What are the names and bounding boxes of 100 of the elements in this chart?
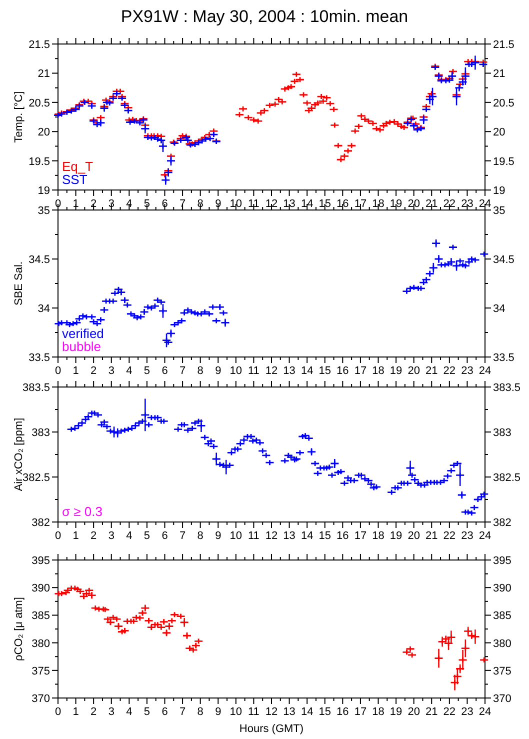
x-tick-label: 18 <box>372 365 384 377</box>
x-tick-label: 3 <box>108 198 114 210</box>
x-tick-label: 15 <box>318 530 331 542</box>
x-tick-label: 23 <box>461 706 474 718</box>
x-tick-label: 15 <box>318 365 331 377</box>
y-tick-label: 370 <box>32 693 50 705</box>
x-tick-label: 18 <box>372 706 384 718</box>
x-tick-label: 20 <box>408 198 420 210</box>
y-tick-label: 383 <box>32 427 50 439</box>
y2-tick-label: 382 <box>493 517 512 529</box>
y-tick-label: 395 <box>32 555 50 567</box>
y2-tick-label: 21 <box>493 68 506 80</box>
x-tick-label: 23 <box>461 365 474 377</box>
x-tick-label: 20 <box>408 530 420 542</box>
x-tick-label: 24 <box>478 198 492 210</box>
y-tick-label: 375 <box>32 665 50 678</box>
x-tick-label: 11 <box>248 198 260 210</box>
x-tick-label: 4 <box>126 198 132 210</box>
x-tick-label: 14 <box>300 198 314 210</box>
x-tick-label: 7 <box>179 530 186 542</box>
x-tick-label: 2 <box>90 365 97 377</box>
y-tick-label: 382.5 <box>22 472 50 484</box>
x-tick-label: 1 <box>72 706 79 718</box>
x-tick-label: 15 <box>318 198 331 210</box>
x-tick-label: 20 <box>408 706 420 718</box>
x-tick-label: 24 <box>478 365 492 377</box>
x-tick-label: 11 <box>248 365 260 377</box>
series-label: verified <box>62 326 104 341</box>
y-axis-title: SBE Sal. <box>13 261 25 306</box>
x-tick-label: 4 <box>126 365 132 377</box>
x-tick-label: 22 <box>443 365 456 377</box>
annotation: σ ≥ 0.3 <box>62 504 102 519</box>
y-tick-label: 19 <box>38 185 50 197</box>
x-tick-label: 10 <box>230 530 242 542</box>
x-tick-label: 13 <box>283 365 296 377</box>
x-tick-label: 17 <box>354 530 367 542</box>
x-tick-label: 3 <box>108 706 114 718</box>
x-tick-label: 13 <box>283 706 296 718</box>
x-tick-label: 6 <box>162 198 168 210</box>
x-tick-label: 20 <box>408 365 420 377</box>
x-tick-label: 21 <box>426 365 438 377</box>
y2-tick-label: 395 <box>493 555 512 567</box>
y2-tick-label: 383 <box>493 427 512 439</box>
y2-tick-label: 385 <box>493 610 512 622</box>
x-tick-label: 5 <box>144 706 150 718</box>
y2-tick-label: 34 <box>493 303 506 315</box>
x-tick-label: 18 <box>372 198 384 210</box>
x-tick-label: 11 <box>248 530 260 542</box>
x-tick-label: 5 <box>144 198 150 210</box>
y2-tick-label: 19.5 <box>493 156 514 168</box>
x-tick-label: 2 <box>90 706 97 718</box>
x-tick-label: 24 <box>478 530 492 542</box>
y-tick-label: 21 <box>38 68 50 80</box>
x-tick-label: 13 <box>283 530 296 542</box>
chart-title: PX91W : May 30, 2004 : 10min. mean <box>120 7 408 26</box>
x-tick-label: 8 <box>197 706 204 718</box>
y2-tick-label: 20.5 <box>493 97 514 110</box>
x-tick-label: 7 <box>179 365 186 377</box>
x-tick-label: 9 <box>215 365 222 377</box>
x-tick-label: 13 <box>283 198 296 210</box>
y-tick-label: 385 <box>32 610 50 622</box>
x-tick-label: 14 <box>300 365 314 377</box>
x-tick-label: 0 <box>54 530 62 542</box>
y-tick-label: 34.5 <box>28 254 50 266</box>
x-tick-label: 9 <box>215 530 222 542</box>
x-tick-label: 7 <box>179 706 186 718</box>
y2-tick-label: 35 <box>493 205 506 217</box>
y-tick-label: 382 <box>32 517 50 529</box>
x-tick-label: 9 <box>215 706 222 718</box>
x-tick-label: 23 <box>461 530 474 542</box>
y2-tick-label: 34.5 <box>493 254 514 266</box>
x-tick-label: 14 <box>300 706 314 718</box>
y-tick-label: 20 <box>38 126 50 139</box>
x-tick-label: 16 <box>336 706 349 718</box>
x-tick-label: 24 <box>478 706 492 718</box>
x-tick-label: 4 <box>126 530 132 542</box>
y-axis-title: Temp. [°C] <box>13 91 25 143</box>
y2-tick-label: 382.5 <box>493 472 521 484</box>
x-tick-label: 19 <box>390 365 402 377</box>
x-tick-label: 18 <box>372 530 384 542</box>
y-tick-label: 390 <box>32 582 50 595</box>
x-tick-label: 22 <box>443 706 456 718</box>
x-tick-label: 12 <box>265 365 278 377</box>
y2-tick-label: 375 <box>493 665 512 678</box>
x-tick-label: 19 <box>390 706 402 718</box>
y-tick-label: 380 <box>32 638 50 650</box>
y2-tick-label: 21.5 <box>493 39 514 51</box>
y2-tick-label: 390 <box>493 582 512 595</box>
x-tick-label: 16 <box>336 198 349 210</box>
y2-tick-label: 20 <box>493 126 506 139</box>
x-tick-label: 17 <box>354 706 367 718</box>
x-tick-label: 12 <box>265 706 278 718</box>
y-tick-label: 19.5 <box>28 156 50 168</box>
x-tick-label: 16 <box>336 530 349 542</box>
y-tick-label: 383.5 <box>22 382 50 394</box>
x-tick-label: 1 <box>72 365 79 377</box>
x-tick-label: 16 <box>336 365 349 377</box>
x-tick-label: 6 <box>162 365 168 377</box>
x-tick-label: 22 <box>443 530 456 542</box>
x-tick-label: 8 <box>197 530 204 542</box>
